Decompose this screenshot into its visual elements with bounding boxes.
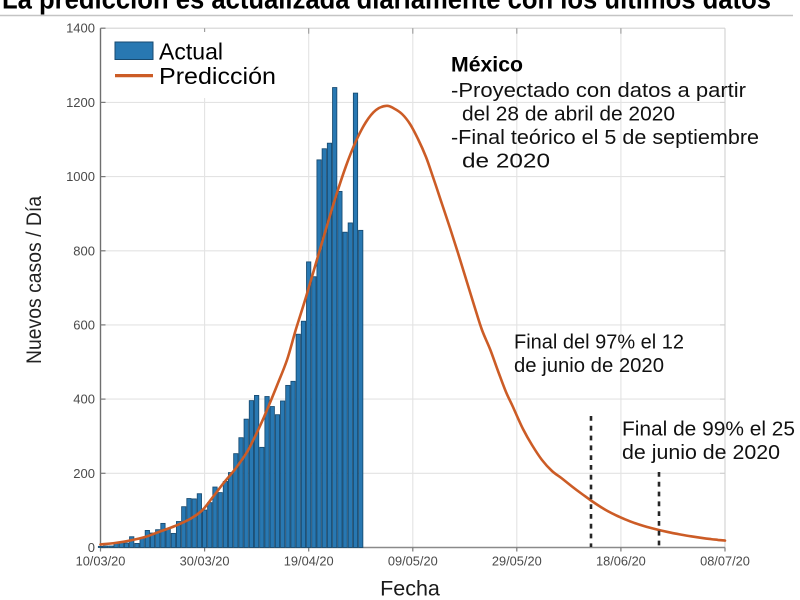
svg-text:600: 600: [73, 317, 95, 332]
svg-text:Final del 97% el 12: Final del 97% el 12: [514, 332, 684, 354]
svg-text:Final de 99% el 25: Final de 99% el 25: [622, 419, 795, 441]
svg-text:1000: 1000: [66, 169, 95, 184]
svg-text:-Final teórico el 5 de septiem: -Final teórico el 5 de septiembre: [451, 127, 759, 149]
svg-text:18/06/20: 18/06/20: [596, 554, 646, 569]
svg-text:200: 200: [73, 466, 95, 481]
svg-text:Predicción: Predicción: [159, 63, 276, 89]
svg-text:Actual: Actual: [159, 39, 223, 65]
svg-text:0: 0: [88, 540, 95, 555]
svg-text:29/05/20: 29/05/20: [492, 554, 542, 569]
svg-text:08/07/20: 08/07/20: [700, 554, 750, 569]
svg-text:del 28 de abril de 2020: del 28 de abril de 2020: [462, 104, 675, 126]
svg-text:de junio de 2020: de junio de 2020: [622, 442, 780, 464]
svg-text:30/03/20: 30/03/20: [180, 554, 230, 569]
svg-text:de 2020: de 2020: [462, 151, 550, 173]
svg-text:de junio de 2020: de junio de 2020: [514, 355, 664, 377]
svg-text:400: 400: [73, 392, 95, 407]
svg-text:Nuevos casos / Día: Nuevos casos / Día: [23, 196, 46, 364]
svg-text:800: 800: [73, 243, 95, 258]
svg-text:09/05/20: 09/05/20: [388, 554, 438, 569]
svg-text:1400: 1400: [66, 21, 95, 36]
svg-text:México: México: [451, 54, 523, 77]
svg-text:10/03/20: 10/03/20: [76, 554, 126, 569]
svg-text:-Proyectado con datos a partir: -Proyectado con datos a partir: [451, 80, 746, 102]
svg-text:Fecha: Fecha: [380, 577, 440, 600]
svg-text:La predicción es actualizada d: La predicción es actualizada diariamente…: [2, 0, 771, 15]
svg-text:1200: 1200: [66, 95, 95, 110]
svg-text:19/04/20: 19/04/20: [284, 554, 334, 569]
